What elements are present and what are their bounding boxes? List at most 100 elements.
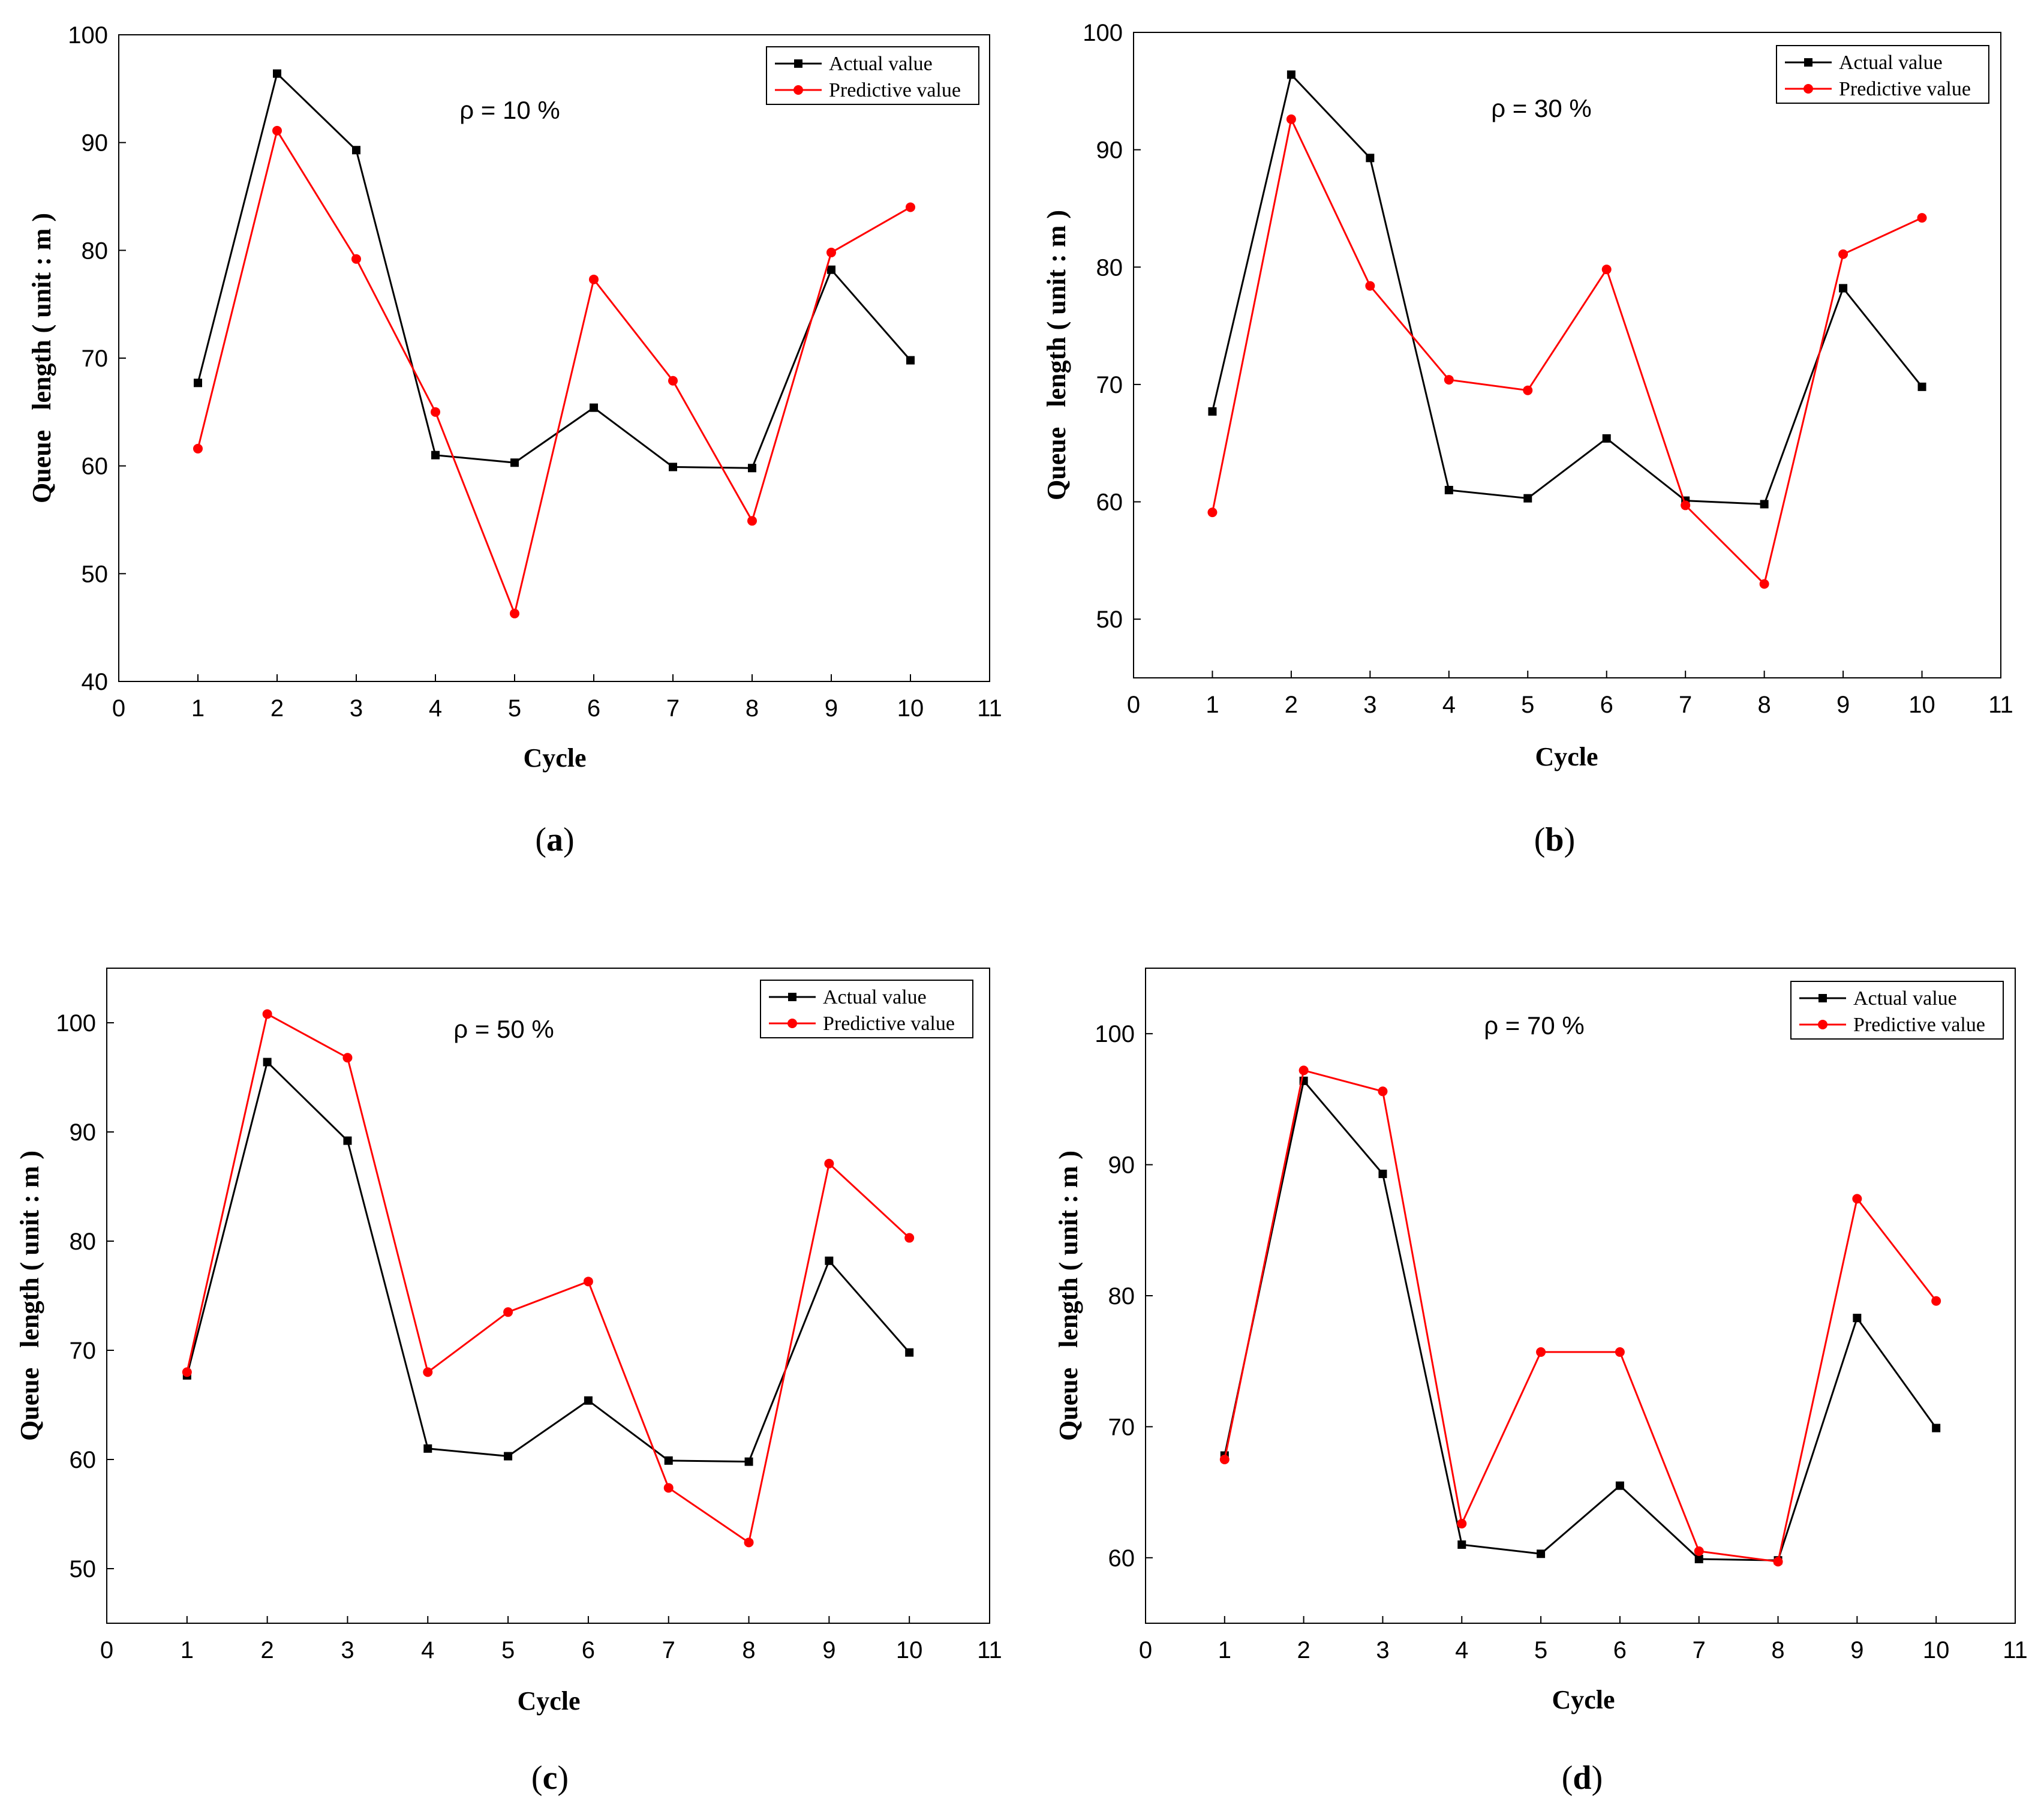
legend-box	[1790, 981, 2004, 1040]
x-tick-label: 5	[501, 1637, 515, 1663]
x-tick-label: 3	[350, 695, 363, 722]
y-tick-label: 60	[82, 454, 109, 480]
plot-frame	[1145, 968, 2016, 1624]
x-tick-label: 10	[897, 695, 924, 722]
series-line-predictive	[186, 1013, 910, 1544]
data-point-predictive	[272, 125, 282, 136]
data-point-predictive	[1759, 579, 1769, 589]
rho-annotation: ρ = 30 %	[1491, 94, 1592, 122]
y-tick-label: 40	[82, 669, 109, 695]
x-tick-label: 0	[100, 1637, 113, 1663]
y-tick-label: 50	[70, 1556, 97, 1582]
data-point-predictive	[423, 1367, 433, 1377]
y-tick-label: 70	[82, 346, 109, 372]
x-tick-label: 5	[1534, 1637, 1547, 1663]
data-point-actual	[590, 403, 598, 412]
data-point-predictive	[1917, 213, 1927, 223]
data-point-predictive	[1378, 1086, 1388, 1097]
x-tick-label: 3	[1376, 1637, 1389, 1663]
series-line-actual	[186, 1060, 910, 1463]
rho-annotation: ρ = 10 %	[459, 96, 560, 124]
data-point-predictive	[1601, 265, 1612, 275]
data-point-predictive	[193, 443, 203, 454]
x-tick-label: 4	[1442, 692, 1456, 718]
y-tick-label: 80	[82, 238, 109, 264]
x-tick-label: 10	[1923, 1637, 1950, 1663]
x-tick-label: 3	[341, 1637, 354, 1663]
x-tick-label: 0	[112, 695, 125, 722]
data-point-predictive	[1536, 1347, 1546, 1357]
legend-box	[1776, 45, 1989, 104]
x-tick-label: 5	[508, 695, 521, 722]
data-point-actual	[744, 1457, 753, 1466]
legend-label-predictive: Predictive value	[1853, 1014, 1985, 1036]
data-point-predictive	[1694, 1546, 1704, 1556]
x-tick-label: 3	[1363, 692, 1376, 718]
data-point-actual	[510, 458, 519, 467]
data-point-actual	[431, 451, 440, 459]
data-point-predictive	[1457, 1519, 1467, 1529]
x-tick-label: 1	[1206, 692, 1219, 718]
legend-marker-predictive	[787, 1019, 797, 1028]
panel-caption: (b)	[1534, 821, 1575, 858]
data-point-actual	[423, 1444, 432, 1453]
y-tick-label: 60	[70, 1447, 97, 1473]
data-point-actual	[1366, 154, 1375, 163]
data-point-predictive	[747, 516, 757, 526]
y-tick-label: 80	[70, 1229, 97, 1255]
data-point-actual	[1694, 1554, 1703, 1563]
y-tick-label: 100	[68, 22, 108, 49]
legend-label-predictive: Predictive value	[823, 1013, 955, 1035]
data-point-predictive	[1838, 249, 1848, 259]
y-tick-label: 50	[1096, 606, 1123, 633]
x-tick-label: 4	[429, 695, 442, 722]
data-point-predictive	[589, 274, 599, 284]
x-tick-label: 11	[1988, 692, 2013, 718]
x-tick-label: 1	[181, 1637, 194, 1663]
x-tick-label: 2	[1285, 692, 1298, 718]
panel-d: 0 1 2 3 4 5 6 7 8 9 10 11 60 70 80 90 100 Cycle Queue leng…	[1054, 968, 2028, 1797]
x-tick-label: 11	[977, 1637, 1002, 1663]
data-point-actual	[1760, 500, 1769, 509]
data-point-predictive	[1852, 1194, 1862, 1204]
data-point-predictive	[1207, 507, 1218, 518]
x-tick-label: 1	[191, 695, 205, 722]
data-point-predictive	[1365, 281, 1375, 291]
plot-frame	[118, 34, 990, 682]
x-tick-label: 9	[1850, 1637, 1863, 1663]
x-tick-label: 4	[421, 1637, 434, 1663]
series-line-predictive	[1224, 1069, 1937, 1563]
data-point-predictive	[824, 1158, 834, 1169]
y-tick-label: 100	[56, 1010, 96, 1037]
data-point-predictive	[182, 1367, 192, 1377]
legend-label-actual: Actual value	[823, 986, 927, 1008]
data-point-actual	[1523, 494, 1532, 503]
legend-marker-actual	[788, 993, 796, 1001]
data-point-predictive	[583, 1277, 593, 1287]
y-tick-label: 90	[1096, 137, 1123, 164]
x-tick-label: 7	[666, 695, 680, 722]
data-point-actual	[827, 265, 835, 274]
data-point-actual	[273, 69, 281, 78]
legend-label-predictive: Predictive value	[829, 79, 961, 101]
data-point-predictive	[1286, 114, 1296, 124]
legend-marker-actual	[1804, 58, 1812, 67]
data-point-actual	[748, 464, 756, 473]
x-tick-label: 8	[746, 695, 759, 722]
x-tick-label: 8	[1771, 1637, 1784, 1663]
y-tick-label: 90	[82, 130, 109, 157]
rho-annotation: ρ = 50 %	[453, 1015, 554, 1043]
y-axis-title: Queue length ( unit : m )	[27, 213, 56, 503]
data-point-predictive	[351, 254, 361, 264]
data-point-actual	[1208, 407, 1217, 416]
x-tick-label: 11	[977, 695, 1002, 722]
panel-caption: (a)	[535, 821, 574, 858]
x-tick-label: 10	[896, 1637, 923, 1663]
x-tick-label: 11	[2003, 1637, 2028, 1663]
x-tick-label: 0	[1127, 692, 1140, 718]
x-tick-label: 9	[825, 695, 838, 722]
panel-caption: (c)	[531, 1759, 569, 1797]
data-point-predictive	[1681, 500, 1691, 510]
y-tick-label: 70	[1096, 372, 1123, 398]
x-tick-label: 6	[582, 1637, 595, 1663]
